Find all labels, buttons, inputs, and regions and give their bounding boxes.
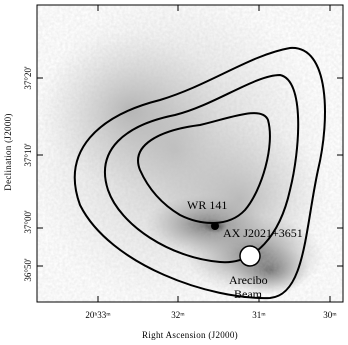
source-label: AX J2021+3651 <box>223 226 303 240</box>
y-tick-label: 37°10' <box>23 143 33 167</box>
beam-circle <box>239 245 261 267</box>
y-tick-label: 36°50' <box>23 258 33 282</box>
star-label: WR 141 <box>187 198 227 212</box>
frame <box>36 4 344 303</box>
x-axis-label: Right Ascension (J2000) <box>142 330 238 340</box>
x-tick-label: 20ʰ33ᵐ <box>85 310 111 320</box>
x-tick-label: 30ᵐ <box>323 310 337 320</box>
beam-label: Beam <box>234 287 263 301</box>
y-tick-label: 37°20' <box>23 66 33 90</box>
contours <box>73 46 326 300</box>
beam-label: Arecibo <box>229 273 268 287</box>
x-tick-label: 32ᵐ <box>171 310 185 320</box>
y-axis-label: Declination (J2000) <box>3 113 13 190</box>
x-tick-label: 31ᵐ <box>252 310 266 320</box>
star-marker <box>211 222 219 230</box>
sky-image <box>37 5 343 302</box>
tick-marks <box>37 5 343 302</box>
y-tick-label: 37°00' <box>23 210 33 234</box>
